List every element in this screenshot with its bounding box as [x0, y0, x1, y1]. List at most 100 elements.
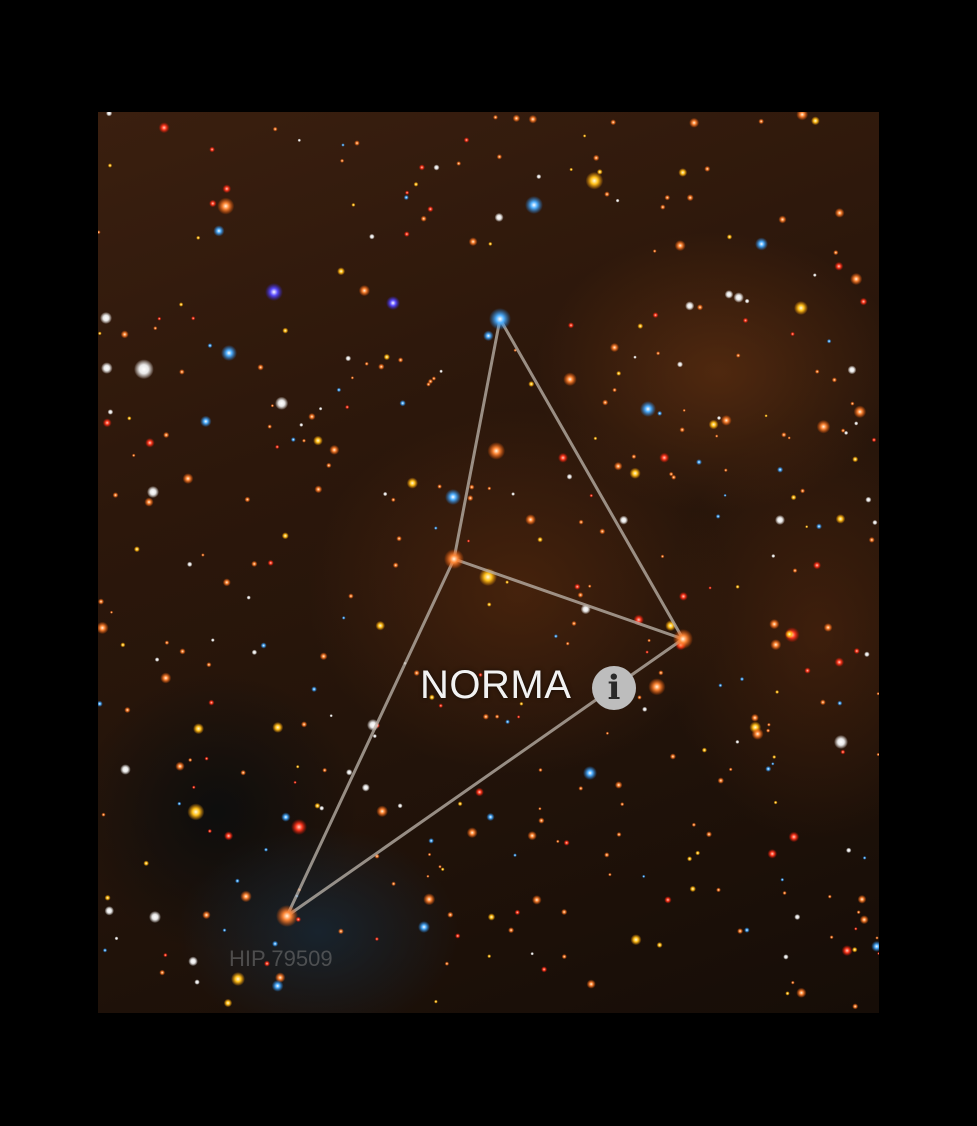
background-star [777, 466, 784, 473]
background-star [742, 317, 749, 324]
background-star [281, 812, 291, 822]
background-star [582, 134, 587, 138]
background-star [837, 700, 843, 706]
bright-star[interactable] [834, 735, 848, 749]
background-star [561, 908, 568, 916]
background-star [733, 292, 744, 303]
bright-star[interactable] [221, 345, 237, 361]
bright-star[interactable] [418, 921, 430, 933]
background-star [313, 435, 323, 446]
background-star [120, 642, 126, 648]
bright-star[interactable] [525, 196, 543, 214]
background-star [120, 330, 129, 339]
bright-star[interactable] [265, 283, 283, 301]
background-star [505, 580, 509, 585]
background-star [98, 331, 102, 336]
background-star [375, 620, 386, 631]
star-orange[interactable] [444, 549, 464, 569]
background-star [406, 477, 418, 489]
background-star [102, 948, 108, 953]
background-star [735, 739, 740, 744]
background-star [204, 756, 209, 761]
bright-star[interactable] [775, 515, 785, 525]
background-star [527, 831, 537, 841]
sky-map[interactable]: NORMA i HIP 79509 [98, 112, 879, 1013]
bright-star[interactable] [149, 911, 161, 923]
background-star [358, 285, 370, 297]
background-star [537, 536, 543, 543]
background-star [403, 231, 410, 237]
background-star [182, 473, 194, 484]
background-star [187, 803, 205, 821]
background-star [528, 114, 538, 124]
background-star [619, 515, 629, 525]
background-star [536, 174, 542, 180]
info-circle-icon[interactable]: i [592, 666, 636, 710]
background-star [511, 492, 515, 496]
background-star [163, 952, 168, 958]
background-star [104, 906, 114, 916]
background-star [467, 495, 474, 502]
background-star [145, 438, 155, 448]
background-star [427, 378, 434, 384]
background-star [593, 436, 598, 441]
bright-star[interactable] [640, 401, 656, 417]
background-star [833, 250, 839, 256]
bright-star[interactable] [794, 301, 808, 315]
background-star [696, 304, 704, 311]
background-star [153, 326, 158, 331]
background-star [630, 934, 642, 946]
background-star [487, 442, 506, 460]
background-star [493, 114, 498, 120]
bright-star[interactable] [100, 312, 112, 324]
bright-star[interactable] [583, 766, 597, 780]
background-star [800, 488, 806, 494]
background-star [488, 241, 493, 246]
background-star [642, 706, 648, 712]
background-star [616, 832, 622, 837]
background-star [538, 817, 545, 824]
background-star [766, 728, 771, 733]
background-star [160, 672, 172, 684]
background-star [695, 850, 701, 856]
background-star [308, 413, 316, 421]
background-star [715, 434, 719, 438]
star-orange[interactable] [276, 905, 298, 927]
bright-star[interactable] [231, 972, 245, 986]
background-star [783, 954, 789, 960]
background-star [790, 331, 795, 337]
background-star [609, 342, 620, 353]
background-star [871, 437, 877, 443]
background-star [834, 657, 845, 667]
background-star [270, 404, 275, 408]
background-star [468, 237, 478, 247]
bright-star[interactable] [147, 486, 159, 498]
constellation-line [498, 318, 685, 640]
background-star [794, 914, 801, 920]
bright-star[interactable] [291, 819, 307, 835]
background-star [224, 831, 234, 841]
background-star [240, 769, 246, 776]
background-star [486, 602, 492, 607]
background-star [615, 198, 620, 203]
background-star [98, 230, 101, 235]
background-star [645, 650, 649, 654]
background-star [322, 767, 328, 773]
bright-star[interactable] [386, 296, 400, 310]
star-blue[interactable] [489, 308, 511, 330]
background-star [716, 415, 722, 421]
background-star [257, 364, 264, 371]
bright-star[interactable] [445, 489, 461, 505]
background-star [835, 514, 846, 524]
background-star [571, 620, 577, 627]
background-star [302, 438, 306, 443]
background-star [222, 928, 227, 933]
background-star [426, 874, 430, 878]
background-star [846, 847, 852, 853]
background-star [689, 885, 696, 893]
background-star [868, 536, 875, 543]
constellation-name[interactable]: NORMA [420, 663, 572, 707]
background-star [840, 749, 846, 755]
background-star [586, 979, 596, 989]
star-orange[interactable] [673, 629, 693, 649]
